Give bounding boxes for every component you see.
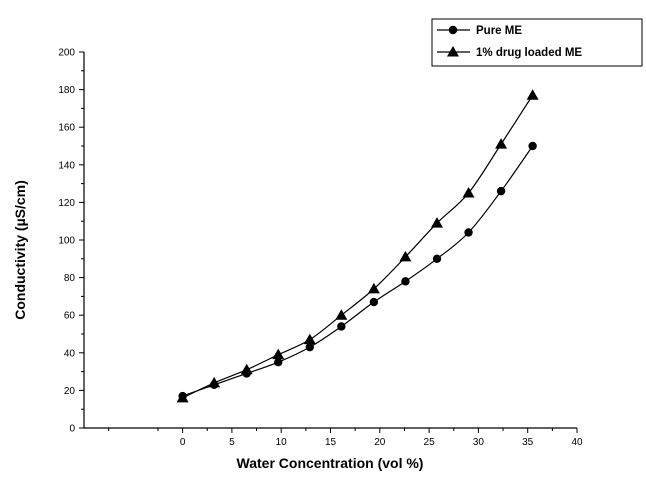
data-point [335, 309, 348, 320]
x-tick-label: 30 [473, 437, 485, 448]
data-point [305, 342, 314, 352]
y-tick-label: 140 [58, 160, 75, 171]
data-point [367, 282, 380, 294]
y-tick-label: 80 [64, 273, 76, 284]
y-axis-label: Conductivity (µS/cm) [12, 180, 28, 320]
x-tick-label: 0 [180, 437, 186, 448]
series-pure-me [178, 141, 537, 401]
data-point [399, 250, 412, 262]
data-point [272, 348, 285, 360]
data-point [176, 391, 189, 403]
data-point [303, 333, 316, 345]
series-line [182, 94, 534, 399]
axes-layer: 0 5 10 15 20 25 30 35 40 0 20 40 60 80 100 120 140 160 180… [58, 48, 583, 449]
data-point [430, 217, 443, 228]
y-tick-label: 160 [58, 123, 75, 134]
data-point [369, 297, 379, 307]
data-point [208, 376, 221, 388]
data-point [401, 277, 410, 286]
y-tick-label: 200 [58, 48, 75, 59]
y-tick-label: 100 [58, 236, 75, 247]
y-tick-label: 120 [58, 198, 75, 209]
x-tick-label: 20 [374, 437, 386, 448]
data-point [337, 322, 346, 331]
y-tick-label: 0 [69, 424, 75, 435]
legend: Pure ME 1% drug loaded ME [431, 18, 643, 67]
y-tick-label: 180 [58, 85, 75, 96]
data-point [526, 89, 539, 100]
legend-box [431, 18, 643, 67]
y-tick-label: 20 [64, 386, 76, 397]
legend-marker [447, 46, 459, 57]
x-tick-label: 10 [276, 437, 288, 448]
legend-marker [448, 25, 458, 35]
x-tick-label: 25 [424, 437, 436, 448]
x-tick-label: 40 [571, 437, 583, 448]
x-tick-label: 15 [325, 437, 337, 448]
y-tick-label: 40 [64, 348, 76, 359]
data-point [240, 363, 253, 375]
data-point [274, 358, 283, 367]
data-point [432, 254, 442, 263]
legend-label: Pure ME [476, 25, 522, 37]
series-drug-loaded-me [176, 89, 539, 403]
data-point [462, 187, 475, 198]
legend-label: 1% drug loaded ME [476, 47, 582, 59]
data-point [496, 186, 506, 196]
x-axis-label: Water Concentration (vol %) [237, 455, 424, 471]
series-line [182, 145, 534, 397]
data-point [464, 228, 473, 237]
y-tick-label: 60 [64, 311, 76, 322]
x-tick-label: 35 [522, 437, 534, 448]
x-tick-label: 5 [229, 437, 235, 448]
series-layer [176, 89, 539, 403]
data-point [495, 138, 508, 149]
data-point [528, 141, 537, 151]
